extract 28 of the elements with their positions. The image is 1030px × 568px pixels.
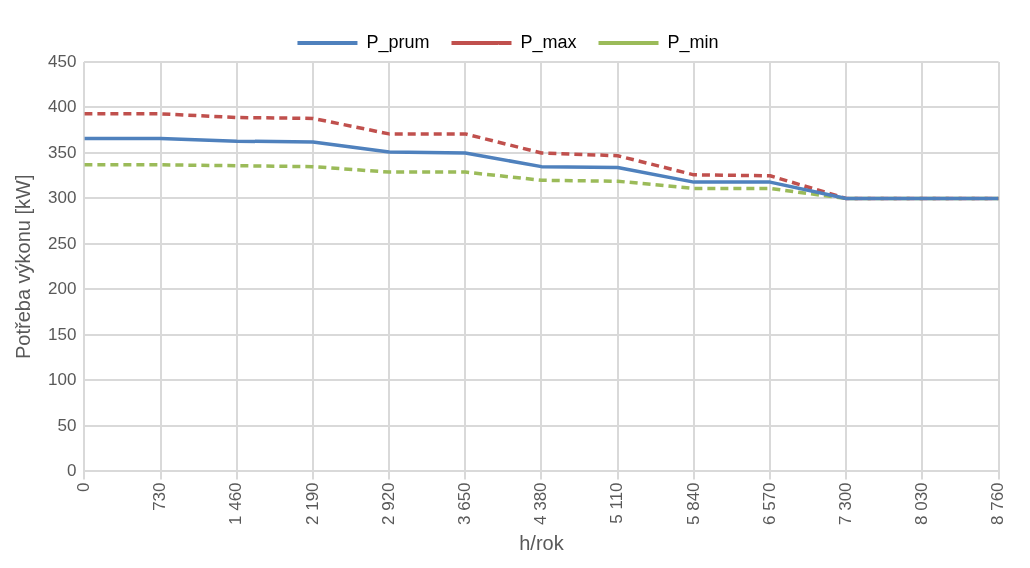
- x-axis-title: h/rok: [519, 531, 565, 554]
- y-tick-label: 350: [47, 142, 77, 162]
- y-tick-label: 150: [47, 324, 77, 344]
- x-tick-label: 730: [150, 482, 170, 511]
- legend-label: P_max: [520, 31, 577, 53]
- x-tick-label: 2 190: [302, 482, 322, 526]
- x-tick-label: 3 650: [454, 482, 474, 526]
- y-tick-label: 400: [47, 97, 77, 117]
- y-axis-title: Potřeba výkonu [kW]: [11, 174, 34, 359]
- legend-label: P_prum: [366, 31, 430, 53]
- x-tick-label: 8 030: [912, 482, 932, 526]
- x-tick-label: 2 920: [378, 482, 398, 526]
- y-tick-label: 250: [47, 233, 77, 253]
- x-tick-label: 4 380: [531, 482, 551, 526]
- legend-label: P_min: [667, 31, 719, 53]
- x-tick-label: 0: [74, 482, 94, 492]
- x-tick-label: 8 760: [988, 482, 1008, 526]
- y-tick-label: 0: [66, 461, 77, 481]
- y-tick-label: 300: [47, 188, 77, 208]
- x-tick-label: 7 300: [835, 482, 855, 526]
- x-tick-label: 1 460: [226, 482, 246, 526]
- x-tick-label: 5 110: [607, 482, 627, 524]
- y-tick-label: 50: [57, 415, 77, 435]
- x-tick-label: 5 840: [683, 482, 703, 526]
- y-tick-label: 450: [47, 51, 77, 71]
- x-tick-label: 6 570: [759, 482, 779, 526]
- y-tick-label: 200: [47, 279, 77, 299]
- y-tick-label: 100: [47, 370, 77, 390]
